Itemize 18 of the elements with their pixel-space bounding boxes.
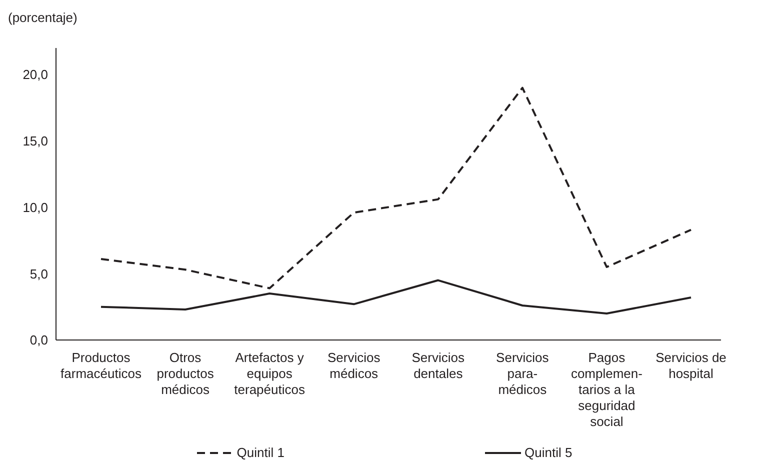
x-tick-label: Artefactos y equipos terapéuticos — [234, 350, 306, 397]
x-tick-label: Servicios médicos — [327, 350, 381, 381]
x-tick-label: Servicios para- médicos — [496, 350, 550, 397]
line-series — [100, 86, 692, 290]
legend-label: Quintil 5 — [524, 445, 572, 460]
y-tick-label: 10,0 — [22, 200, 48, 215]
y-tick-label: 0,0 — [30, 332, 48, 348]
x-tick-label: Pagos complemen- tarios a la seguridad social — [570, 350, 642, 429]
y-axis-title: (porcentaje) — [8, 10, 78, 25]
y-tick-label: 20,0 — [22, 67, 48, 82]
x-tick-label: Servicios de hospital — [656, 350, 726, 381]
y-tick-label: 15,0 — [22, 134, 48, 149]
x-tick-label: Servicios dentales — [412, 350, 466, 381]
x-tick-label: Otros productos médicos — [156, 350, 214, 397]
legend-label: Quintil 1 — [236, 445, 284, 460]
y-tick-label: 5,0 — [30, 266, 48, 282]
line-series — [100, 279, 692, 314]
x-tick-label: Productos farmacéuticos — [60, 350, 142, 381]
